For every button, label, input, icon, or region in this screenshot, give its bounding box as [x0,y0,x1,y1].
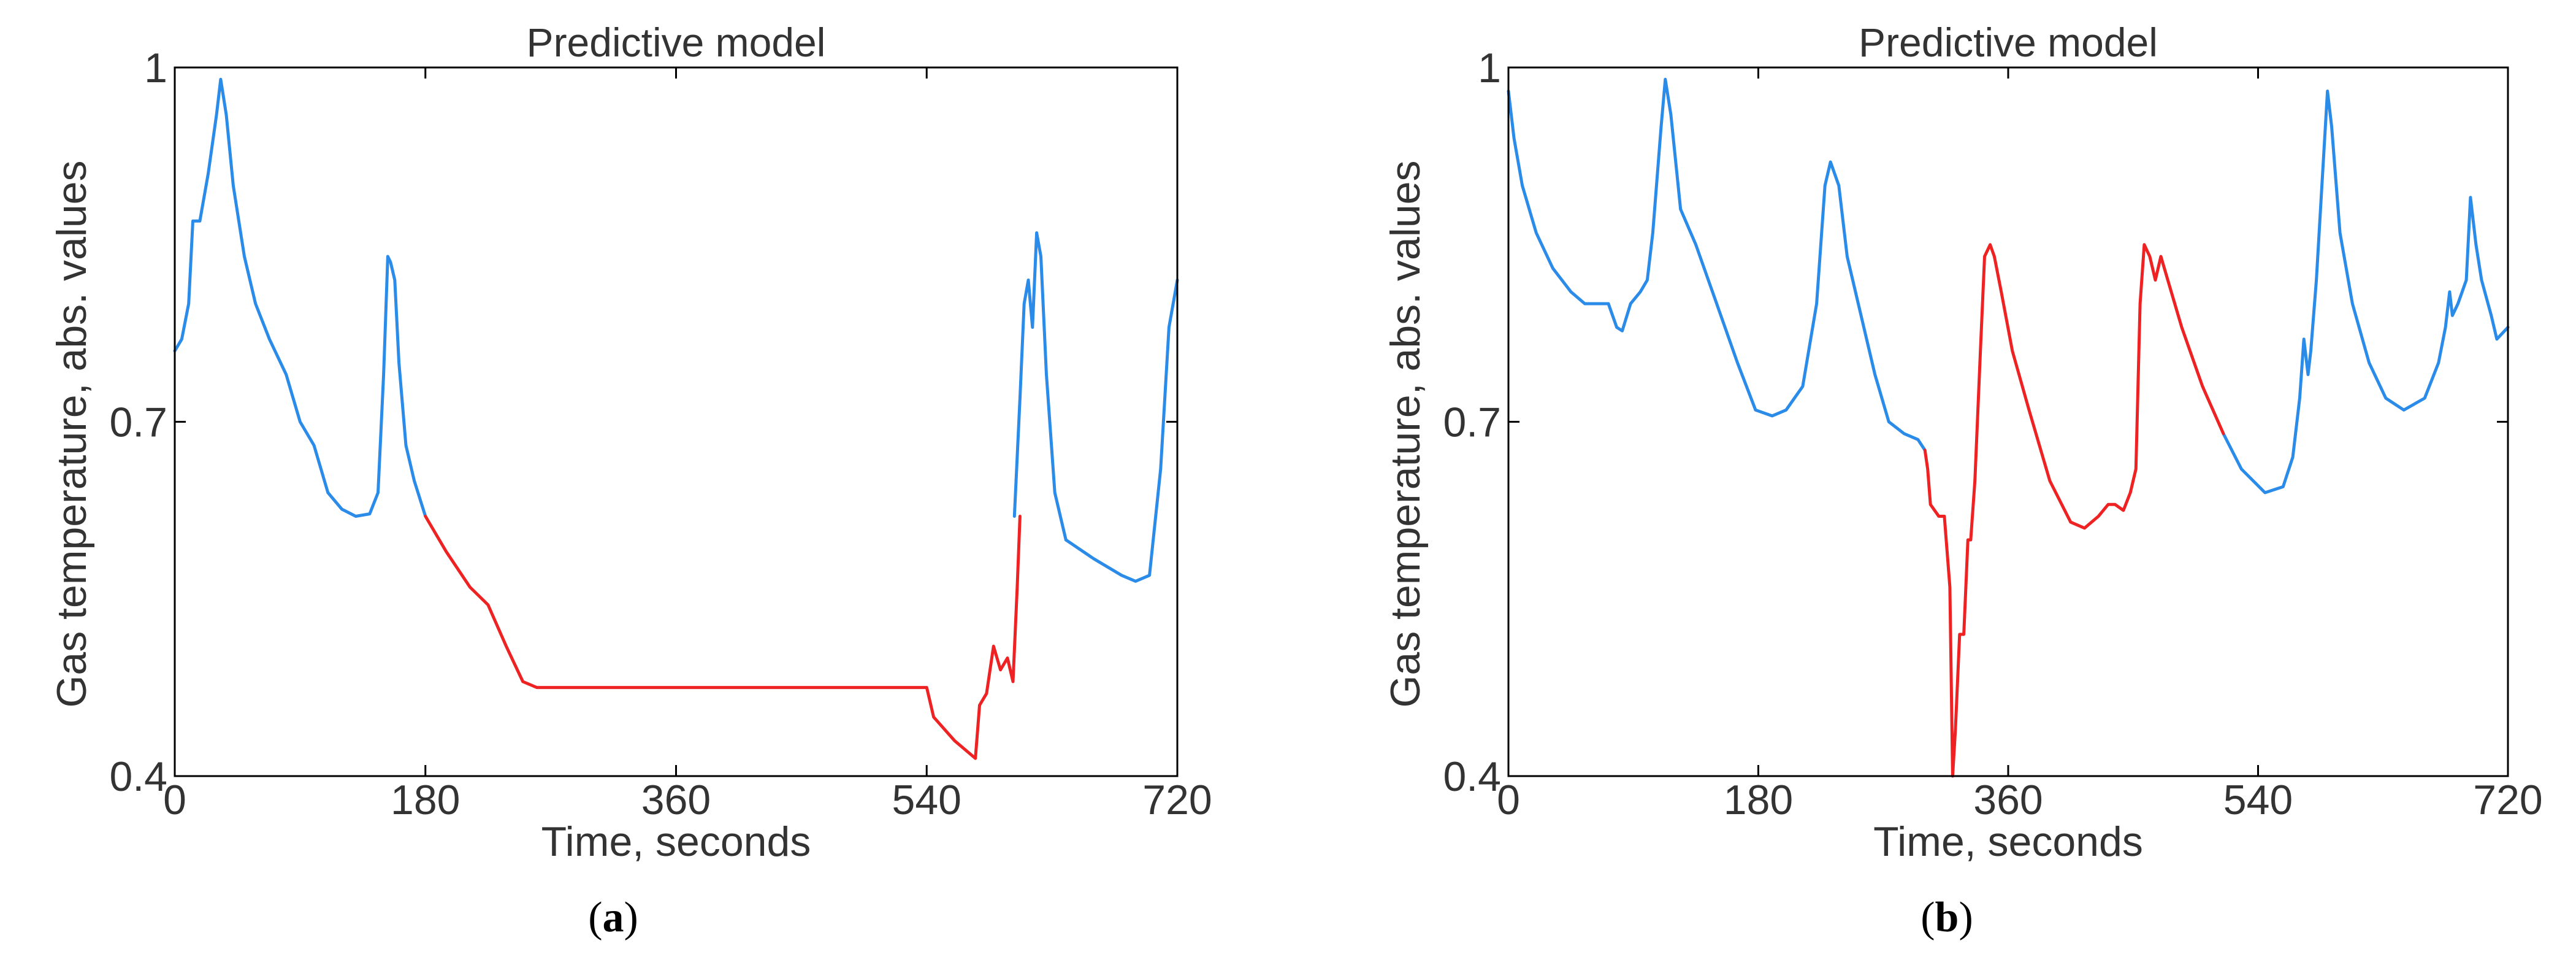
x-axis-label: Time, seconds [1873,818,2143,865]
chart-panel-b: Predictive model 0 180 360 540 720 0.4 0.7 1 Time… [1382,20,2543,941]
x-tick-label: 180 [391,777,460,823]
y-axis-label: Gas temperature, abs. values [48,160,95,707]
panel-label: (a) [588,894,638,941]
chart-title: Predictive model [527,20,826,65]
y-tick-label: 1 [1478,45,1501,91]
x-tick-label: 360 [641,777,711,823]
chart-panel-a: Predictive model 0 180 360 540 720 0.4 0.7 1 Time… [48,20,1212,941]
series-line-blue-segment-2 [2222,90,2510,494]
panel-letter: b [1935,894,1959,941]
x-tick-label: 0 [1497,777,1520,823]
y-tick-label: 0.4 [1443,753,1501,800]
x-tick-label: 360 [1973,777,2043,823]
x-tick-label: 180 [1724,777,1793,823]
y-tick-label: 0.7 [109,399,167,446]
x-tick-label: 720 [2473,777,2542,823]
y-tick-label: 1 [144,45,167,91]
chart-panels: Predictive model 0 180 360 540 720 0.4 0.7 1 Time… [48,20,2543,941]
x-tick-label: 540 [892,777,961,823]
y-tick-label: 0.4 [109,753,167,800]
y-tick-label: 0.7 [1443,399,1501,446]
x-axis-label: Time, seconds [541,818,811,865]
series-line-blue-segment-1 [1507,77,1927,452]
plot-frame [174,66,1179,777]
chart-title: Predictive model [1859,20,2158,65]
panel-letter: a [603,894,624,941]
series-line-red-segment-1 [1923,243,2225,778]
x-tick-label: 540 [2223,777,2293,823]
x-tick-label: 720 [1142,777,1212,823]
y-axis-label: Gas temperature, abs. values [1382,160,1429,707]
series-line-blue-segment-1 [173,77,427,518]
series-line-red-segment-1 [424,515,1022,760]
x-tick-label: 0 [163,777,186,823]
series-line-blue-segment-2 [1012,231,1179,583]
panel-label: (b) [1921,894,1973,941]
